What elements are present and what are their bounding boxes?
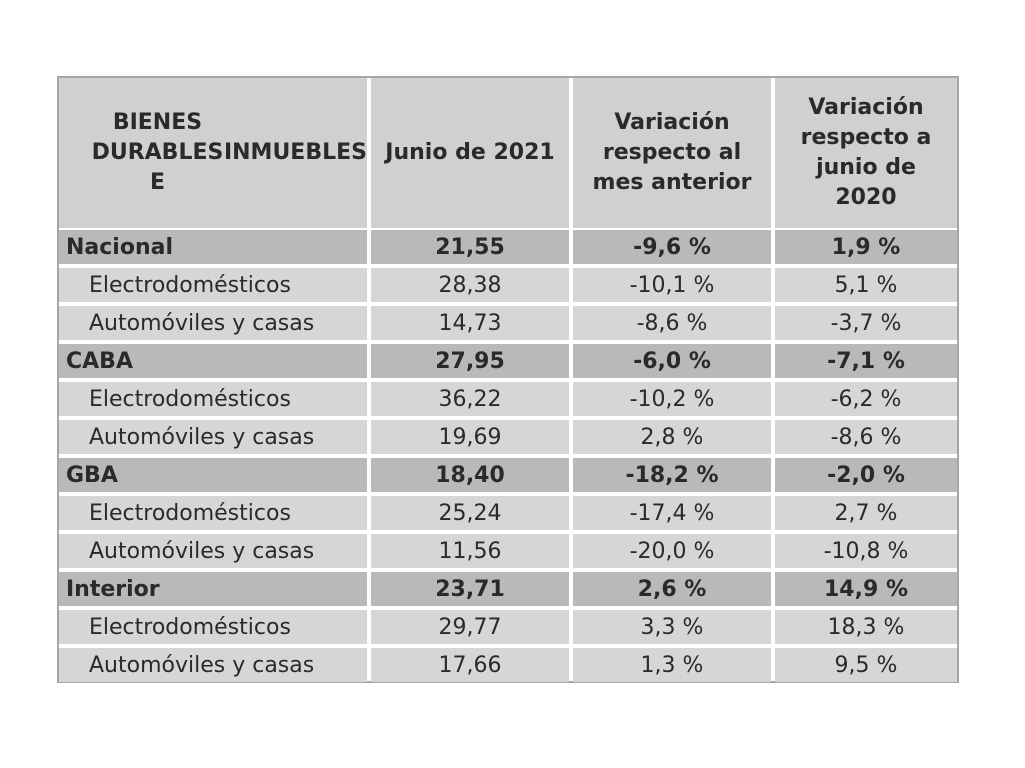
- table-cell-category: Automóviles y casas: [59, 534, 367, 568]
- table-cell-june-2021: 23,71: [371, 572, 569, 606]
- header-yearly-variation: Variación respecto a junio de 2020: [775, 78, 957, 228]
- table-cell-june-2021: 18,40: [371, 458, 569, 492]
- table-cell-category: CABA: [59, 344, 367, 378]
- header-monthly-variation-line-2: respecto al: [602, 140, 742, 165]
- table-cell-june-2021: 27,95: [371, 344, 569, 378]
- table-cell-category: Electrodomésticos: [59, 610, 367, 644]
- table-cell-june-2021: 11,56: [371, 534, 569, 568]
- header-june-2021: Junio de 2021: [371, 78, 569, 228]
- table-cell-june-2021: 14,73: [371, 306, 569, 340]
- table-cell-monthly-variation: 2,8 %: [573, 420, 771, 454]
- table-cell-category: GBA: [59, 458, 367, 492]
- header-yearly-variation-line-3: junio de: [816, 155, 916, 180]
- header-monthly-variation-line-3: mes anterior: [592, 170, 752, 195]
- table-cell-monthly-variation: -10,2 %: [573, 382, 771, 416]
- header-yearly-variation-line-2: respecto a: [800, 125, 932, 150]
- table-cell-monthly-variation: 2,6 %: [573, 572, 771, 606]
- header-category: BIENES DURABLES E INMUEBLES: [59, 78, 367, 228]
- table-cell-monthly-variation: -17,4 %: [573, 496, 771, 530]
- table-cell-yearly-variation: -6,2 %: [775, 382, 957, 416]
- table-cell-category: Automóviles y casas: [59, 648, 367, 682]
- table-cell-category: Electrodomésticos: [59, 268, 367, 302]
- data-table: BIENES DURABLES E INMUEBLES Junio de 202…: [57, 76, 959, 683]
- table-cell-monthly-variation: -8,6 %: [573, 306, 771, 340]
- table-cell-monthly-variation: -10,1 %: [573, 268, 771, 302]
- table-cell-monthly-variation: -6,0 %: [573, 344, 771, 378]
- header-category-line-1: BIENES DURABLES E: [91, 110, 224, 195]
- table-cell-category: Automóviles y casas: [59, 420, 367, 454]
- table-cell-category: Automóviles y casas: [59, 306, 367, 340]
- header-yearly-variation-line-4: 2020: [835, 185, 897, 210]
- header-yearly-variation-line-1: Variación: [808, 95, 924, 120]
- table-cell-category: Electrodomésticos: [59, 382, 367, 416]
- table-cell-yearly-variation: -8,6 %: [775, 420, 957, 454]
- table-cell-yearly-variation: 5,1 %: [775, 268, 957, 302]
- table-cell-yearly-variation: 1,9 %: [775, 230, 957, 264]
- table-cell-monthly-variation: -9,6 %: [573, 230, 771, 264]
- table-cell-monthly-variation: 1,3 %: [573, 648, 771, 682]
- table-cell-monthly-variation: -18,2 %: [573, 458, 771, 492]
- table-cell-yearly-variation: -2,0 %: [775, 458, 957, 492]
- table-cell-june-2021: 19,69: [371, 420, 569, 454]
- header-june-2021-line-1: Junio de 2021: [385, 140, 555, 165]
- header-category-line-2: INMUEBLES: [223, 140, 367, 165]
- table-cell-june-2021: 28,38: [371, 268, 569, 302]
- table-cell-june-2021: 29,77: [371, 610, 569, 644]
- table-cell-yearly-variation: -7,1 %: [775, 344, 957, 378]
- table-cell-yearly-variation: -10,8 %: [775, 534, 957, 568]
- table-cell-category: Nacional: [59, 230, 367, 264]
- table-cell-june-2021: 21,55: [371, 230, 569, 264]
- table-cell-june-2021: 17,66: [371, 648, 569, 682]
- table-cell-yearly-variation: 2,7 %: [775, 496, 957, 530]
- table-cell-yearly-variation: 9,5 %: [775, 648, 957, 682]
- table-cell-monthly-variation: -20,0 %: [573, 534, 771, 568]
- header-monthly-variation: Variación respecto al mes anterior: [573, 78, 771, 228]
- header-monthly-variation-line-1: Variación: [614, 110, 730, 135]
- table-cell-june-2021: 25,24: [371, 496, 569, 530]
- table-cell-june-2021: 36,22: [371, 382, 569, 416]
- table-cell-monthly-variation: 3,3 %: [573, 610, 771, 644]
- table-cell-category: Interior: [59, 572, 367, 606]
- table-cell-category: Electrodomésticos: [59, 496, 367, 530]
- table-cell-yearly-variation: -3,7 %: [775, 306, 957, 340]
- table-cell-yearly-variation: 18,3 %: [775, 610, 957, 644]
- table-cell-yearly-variation: 14,9 %: [775, 572, 957, 606]
